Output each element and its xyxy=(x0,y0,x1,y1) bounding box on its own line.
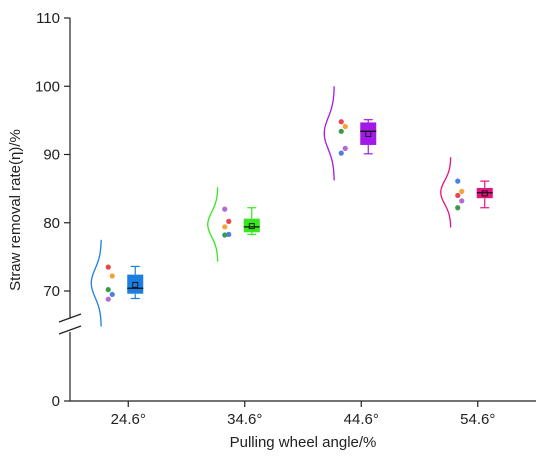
x-tick-label: 54.6° xyxy=(460,411,495,428)
data-point xyxy=(105,264,111,270)
box-mean-marker xyxy=(248,223,255,230)
box-iqr xyxy=(360,122,377,145)
series-group xyxy=(323,86,377,181)
data-point xyxy=(105,287,111,293)
data-point xyxy=(105,296,111,302)
y-tick-label: 100 xyxy=(35,78,60,95)
data-point xyxy=(222,224,228,230)
box-mean-marker xyxy=(365,131,372,137)
series-group xyxy=(207,187,260,262)
y-tick-label: 70 xyxy=(43,283,60,300)
y-tick-label: 90 xyxy=(43,147,60,164)
box-iqr xyxy=(243,218,260,233)
data-point xyxy=(338,128,344,134)
series-group xyxy=(90,239,144,327)
y-tick-label: 80 xyxy=(43,215,60,232)
data-point xyxy=(338,119,344,125)
data-point xyxy=(455,205,461,211)
box-iqr xyxy=(127,274,144,294)
plot-area: 0 70 80 90 100 110 24.6° 34.6° 44.6° 54.6° xyxy=(35,10,536,428)
data-point xyxy=(338,150,344,156)
series-group xyxy=(440,157,493,228)
x-tick-label: 34.6° xyxy=(227,411,262,428)
x-axis-title: Pulling wheel angle/% xyxy=(230,434,377,451)
data-point xyxy=(459,198,465,204)
distribution-curve xyxy=(323,86,335,181)
data-point xyxy=(455,178,461,184)
data-point xyxy=(226,231,232,237)
y-axis-ticks: 0 70 80 90 100 110 xyxy=(35,10,70,410)
distribution-curve xyxy=(90,239,102,327)
data-point xyxy=(226,218,232,224)
data-point xyxy=(455,192,461,199)
data-point xyxy=(222,206,228,212)
box-mean-marker xyxy=(481,190,488,197)
x-tick-label: 24.6° xyxy=(111,411,146,428)
data-point xyxy=(342,145,348,151)
data-point xyxy=(459,188,465,194)
box-mean-marker xyxy=(132,281,139,288)
data-point xyxy=(342,123,348,130)
data-point xyxy=(109,273,115,279)
y-tick-label: 0 xyxy=(52,393,60,410)
data-point xyxy=(222,232,228,238)
y-axis-title: Straw removal rate(η)/% xyxy=(7,129,24,291)
distribution-curve xyxy=(440,157,452,228)
series-layer xyxy=(90,86,493,327)
distribution-curve xyxy=(207,187,219,262)
y-axis-break-marker xyxy=(58,313,82,335)
x-tick-label: 44.6° xyxy=(344,411,379,428)
data-point xyxy=(109,291,115,298)
y-tick-label: 110 xyxy=(36,10,60,27)
x-axis-ticks: 24.6° 34.6° 44.6° 54.6° xyxy=(111,401,495,428)
